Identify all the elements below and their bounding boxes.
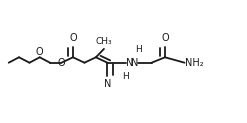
Text: H: H	[135, 45, 142, 54]
Text: O: O	[58, 58, 65, 68]
Text: N: N	[126, 58, 133, 68]
Text: NH₂: NH₂	[185, 58, 203, 68]
Text: H: H	[123, 72, 129, 81]
Text: O: O	[69, 33, 77, 43]
Text: N: N	[104, 79, 111, 89]
Text: CH₃: CH₃	[96, 37, 112, 46]
Text: O: O	[161, 33, 169, 43]
Text: N: N	[131, 58, 138, 68]
Text: O: O	[36, 47, 43, 57]
